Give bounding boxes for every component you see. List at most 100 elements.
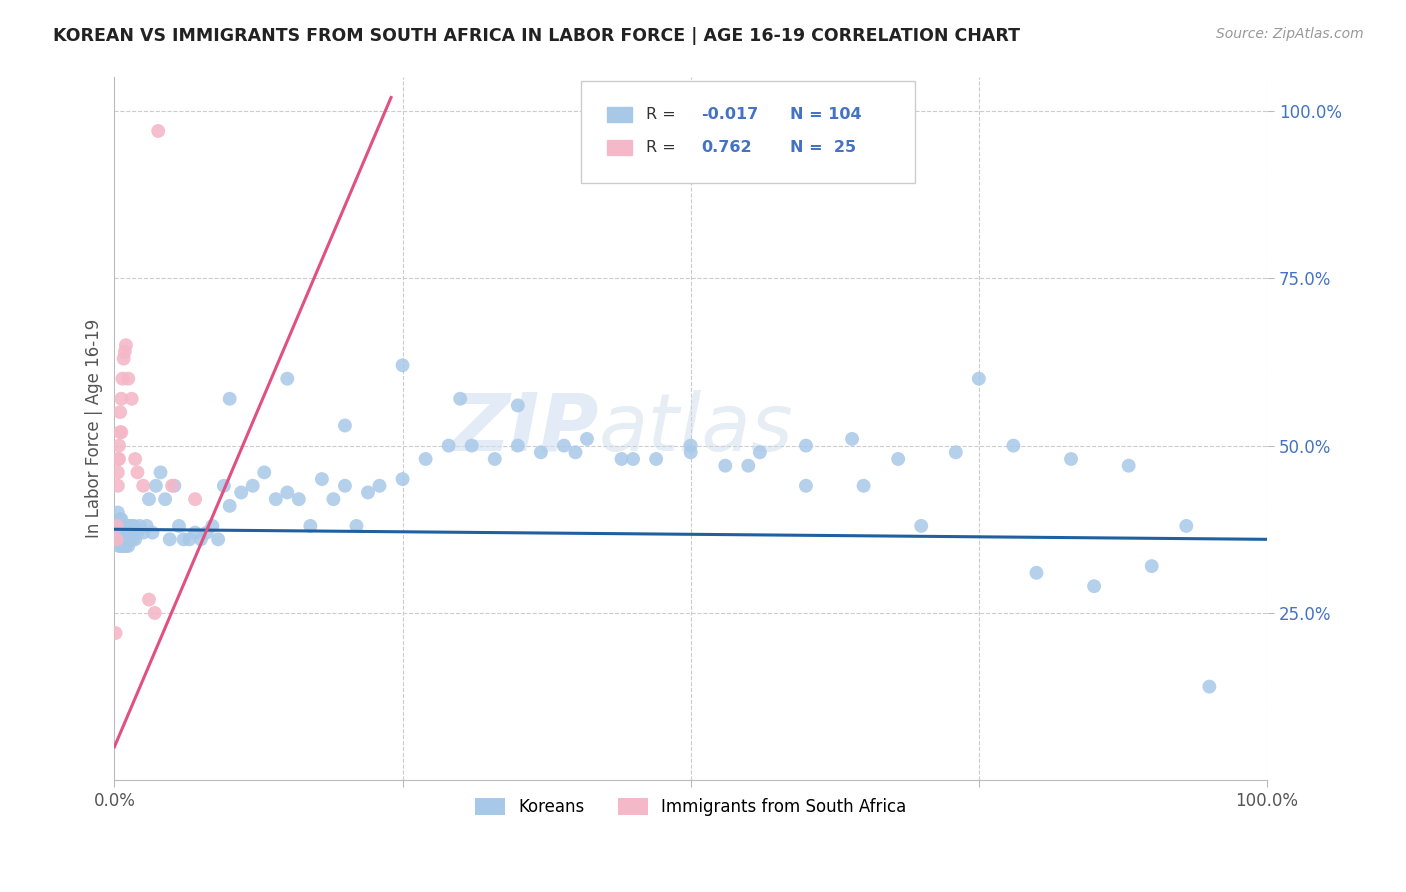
Point (357, 485, 380, 500)
Text: ZIP: ZIP (451, 390, 599, 468)
Point (111, 533, 134, 547)
Point (115, 539, 138, 553)
Point (108, 452, 131, 467)
Point (212, 479, 235, 493)
Point (333, 418, 356, 433)
Point (120, 525, 142, 540)
Point (127, 525, 149, 540)
Point (107, 466, 129, 480)
Point (1118, 458, 1140, 473)
Point (104, 626, 127, 640)
Point (110, 539, 132, 553)
Bar (606, 140, 631, 155)
Point (118, 519, 141, 533)
Point (1140, 559, 1163, 574)
Point (368, 479, 391, 493)
Point (264, 492, 287, 507)
Point (105, 519, 128, 533)
Point (564, 445, 586, 459)
Point (179, 533, 201, 547)
Point (391, 472, 413, 486)
Point (121, 392, 143, 406)
Point (242, 479, 264, 493)
Point (160, 479, 183, 493)
Point (484, 452, 506, 467)
Point (190, 533, 212, 547)
Point (115, 519, 138, 533)
Point (110, 425, 132, 440)
Point (748, 445, 770, 459)
Point (118, 533, 141, 547)
Point (145, 479, 167, 493)
Point (117, 525, 139, 540)
Point (967, 372, 990, 386)
Point (112, 539, 135, 553)
Point (449, 392, 471, 406)
Point (115, 525, 138, 540)
Point (117, 372, 139, 386)
Point (110, 512, 132, 526)
Point (124, 452, 146, 467)
Point (794, 439, 817, 453)
Point (117, 539, 139, 553)
Point (322, 492, 344, 507)
Point (107, 533, 129, 547)
Point (135, 519, 157, 533)
Point (108, 533, 131, 547)
Point (1025, 566, 1047, 580)
Point (391, 359, 413, 373)
Point (112, 525, 135, 540)
Point (115, 533, 138, 547)
Point (107, 506, 129, 520)
Point (114, 519, 136, 533)
Point (794, 479, 817, 493)
Point (132, 525, 155, 540)
Point (114, 344, 136, 359)
Point (231, 485, 253, 500)
Point (138, 592, 160, 607)
Point (141, 525, 163, 540)
Legend: Koreans, Immigrants from South Africa: Koreans, Immigrants from South Africa (467, 789, 915, 825)
Point (506, 439, 529, 453)
Point (163, 479, 186, 493)
Text: R =: R = (645, 107, 681, 122)
Point (679, 439, 702, 453)
Point (299, 519, 322, 533)
Point (218, 499, 240, 513)
Point (621, 452, 644, 467)
Point (201, 519, 224, 533)
Point (111, 372, 134, 386)
Y-axis label: In Labor Force | Age 16-19: In Labor Force | Age 16-19 (86, 319, 103, 539)
Point (167, 519, 190, 533)
Point (841, 432, 863, 446)
Point (108, 519, 131, 533)
Point (852, 479, 875, 493)
Point (128, 519, 150, 533)
Point (148, 124, 170, 138)
Point (115, 338, 138, 352)
Point (108, 539, 131, 553)
Point (110, 392, 132, 406)
Bar (606, 107, 631, 122)
FancyBboxPatch shape (581, 81, 915, 183)
Point (1060, 452, 1083, 467)
Point (111, 519, 134, 533)
Text: R =: R = (645, 140, 681, 155)
Point (195, 525, 218, 540)
Point (124, 533, 146, 547)
Point (276, 485, 298, 500)
Point (107, 452, 129, 467)
Point (945, 445, 967, 459)
Point (1175, 519, 1198, 533)
Point (153, 492, 176, 507)
Point (276, 372, 298, 386)
Text: N =  25: N = 25 (790, 140, 856, 155)
Point (121, 533, 143, 547)
Point (173, 533, 195, 547)
Point (218, 392, 240, 406)
Point (122, 519, 145, 533)
Point (253, 466, 276, 480)
Point (679, 445, 702, 459)
Point (887, 452, 910, 467)
Point (108, 425, 131, 440)
